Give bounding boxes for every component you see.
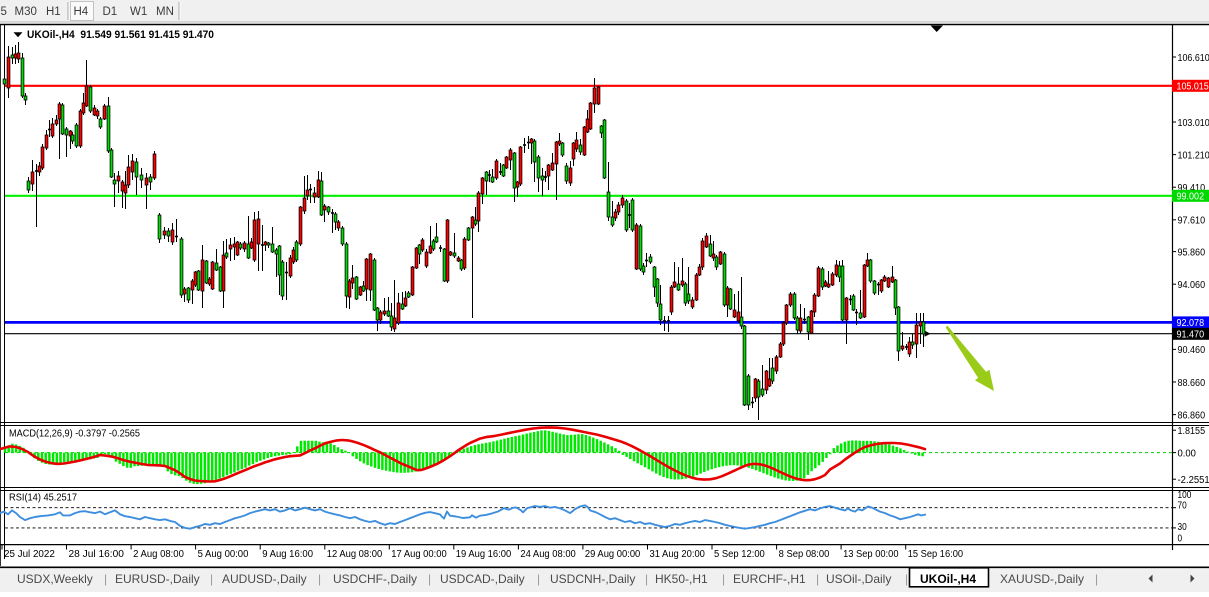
- svg-text:1.8155: 1.8155: [1178, 426, 1206, 437]
- svg-text:86.860: 86.860: [1178, 410, 1206, 421]
- svg-text:MACD(12,26,9) -0.3797 -0.2565: MACD(12,26,9) -0.3797 -0.2565: [9, 428, 140, 440]
- svg-text:H4: H4: [74, 6, 89, 18]
- svg-text:|: |: [428, 572, 431, 586]
- svg-text:D1: D1: [103, 6, 118, 18]
- svg-text:W1: W1: [130, 6, 147, 18]
- svg-text:90.460: 90.460: [1178, 345, 1206, 356]
- svg-text:|: |: [1095, 572, 1098, 586]
- svg-text:|: |: [645, 572, 648, 586]
- svg-text:USDX,Weekly: USDX,Weekly: [17, 572, 93, 586]
- svg-text:8 Sep 08:00: 8 Sep 08:00: [779, 549, 830, 560]
- svg-text:88.660: 88.660: [1178, 378, 1206, 389]
- svg-text:12 Aug 08:00: 12 Aug 08:00: [327, 549, 383, 560]
- svg-text:13 Sep 00:00: 13 Sep 00:00: [843, 549, 899, 560]
- svg-text:|: |: [905, 572, 908, 586]
- svg-text:M30: M30: [15, 6, 37, 18]
- svg-text:15 Sep 16:00: 15 Sep 16:00: [908, 549, 964, 560]
- svg-text:2 Aug 08:00: 2 Aug 08:00: [133, 549, 184, 560]
- svg-text:103.010: 103.010: [1178, 118, 1209, 129]
- svg-text:0.00: 0.00: [1178, 448, 1197, 459]
- svg-text:31 Aug 20:00: 31 Aug 20:00: [650, 549, 706, 560]
- svg-text:106.610: 106.610: [1178, 53, 1209, 64]
- svg-text:28 Jul 16:00: 28 Jul 16:00: [69, 549, 125, 560]
- svg-text:HK50-,H1: HK50-,H1: [655, 572, 708, 586]
- svg-text:5 Aug 00:00: 5 Aug 00:00: [198, 549, 249, 560]
- svg-text:100: 100: [1178, 490, 1192, 501]
- svg-text:99.002: 99.002: [1177, 192, 1205, 203]
- svg-text:EURCHF-,H1: EURCHF-,H1: [733, 572, 806, 586]
- svg-text:EURUSD-,Daily: EURUSD-,Daily: [115, 572, 200, 586]
- svg-text:UKOil-,H4: UKOil-,H4: [920, 572, 976, 586]
- svg-text:-2.2551: -2.2551: [1178, 475, 1209, 486]
- svg-text:|: |: [210, 572, 213, 586]
- svg-text:AUDUSD-,Daily: AUDUSD-,Daily: [222, 572, 307, 586]
- svg-text:101.210: 101.210: [1178, 150, 1209, 161]
- svg-text:70: 70: [1178, 500, 1188, 511]
- svg-text:25 Jul 2022: 25 Jul 2022: [4, 549, 55, 560]
- svg-text:97.610: 97.610: [1178, 216, 1206, 227]
- svg-text:95.860: 95.860: [1178, 247, 1206, 258]
- svg-text:17 Aug 00:00: 17 Aug 00:00: [391, 549, 447, 560]
- svg-text:29 Aug 00:00: 29 Aug 00:00: [585, 549, 641, 560]
- svg-text:5 Sep 12:00: 5 Sep 12:00: [714, 549, 765, 560]
- svg-text:USDCAD-,Daily: USDCAD-,Daily: [440, 572, 525, 586]
- svg-text:0: 0: [1178, 533, 1183, 544]
- svg-text:92.078: 92.078: [1177, 318, 1205, 329]
- svg-text:9 Aug 16:00: 9 Aug 16:00: [262, 549, 313, 560]
- svg-text:|: |: [104, 572, 107, 586]
- svg-text:30: 30: [1178, 522, 1188, 533]
- svg-text:USDCHF-,Daily: USDCHF-,Daily: [333, 572, 417, 586]
- svg-text:H1: H1: [46, 6, 61, 18]
- svg-text:5: 5: [1, 6, 7, 18]
- svg-text:|: |: [722, 572, 725, 586]
- svg-text:USOil-,Daily: USOil-,Daily: [826, 572, 891, 586]
- svg-text:91.470: 91.470: [1177, 330, 1205, 341]
- svg-text:MN: MN: [156, 6, 174, 18]
- svg-text:|: |: [537, 572, 540, 586]
- svg-text:94.060: 94.060: [1178, 280, 1206, 291]
- svg-text:RSI(14) 45.2517: RSI(14) 45.2517: [9, 492, 77, 504]
- svg-text:24 Aug 08:00: 24 Aug 08:00: [520, 549, 576, 560]
- svg-text:19 Aug 16:00: 19 Aug 16:00: [456, 549, 512, 560]
- svg-text:105.015: 105.015: [1177, 82, 1209, 93]
- svg-text:|: |: [318, 572, 321, 586]
- svg-text:USDCNH-,Daily: USDCNH-,Daily: [550, 572, 635, 586]
- svg-text:UKOil-,H4 91.549 91.561 91.41: UKOil-,H4 91.549 91.561 91.415 91.470: [27, 29, 214, 41]
- svg-text:|: |: [816, 572, 819, 586]
- svg-text:XAUUSD-,Daily: XAUUSD-,Daily: [1000, 572, 1084, 586]
